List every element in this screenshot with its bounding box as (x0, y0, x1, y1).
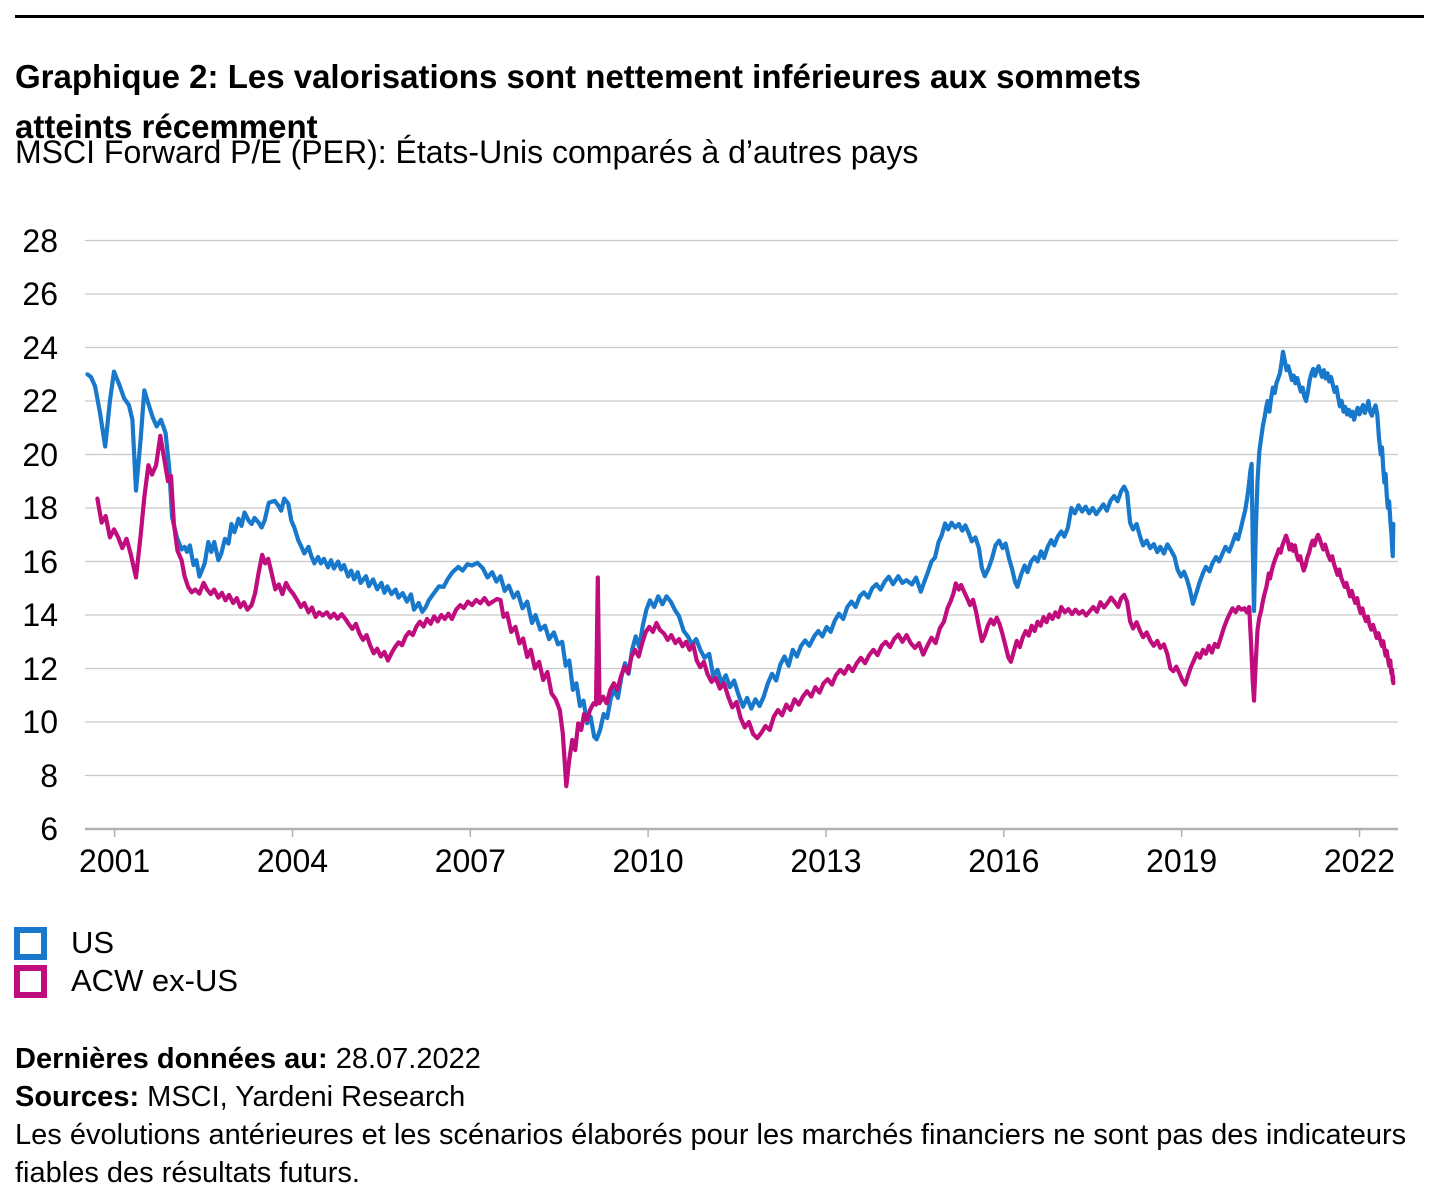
sources-label: Sources: (15, 1081, 140, 1113)
x-axis-label: 2010 (612, 843, 684, 879)
y-axis-label: 16 (22, 543, 58, 580)
x-axis-label: 2001 (79, 843, 151, 879)
y-axis-label: 6 (40, 811, 58, 847)
footnotes: Dernières données au: 28.07.2022 Sources… (15, 1040, 1425, 1192)
x-axis-label: 2004 (256, 843, 329, 879)
y-axis-label: 10 (22, 704, 58, 740)
y-axis-label: 26 (22, 276, 58, 312)
x-axis-label: 2022 (1323, 843, 1396, 879)
y-axis-label: 22 (22, 383, 58, 419)
us-series-swatch (14, 926, 47, 960)
chart-title: Graphique 2: Les valorisations sont nett… (15, 52, 1405, 152)
y-axis-label: 12 (22, 650, 58, 687)
y-axis-label: 20 (22, 436, 58, 473)
x-axis-label: 2019 (1146, 843, 1218, 879)
y-axis-label: 14 (22, 597, 58, 633)
acw-ex-us-series-label: ACW ex-US (71, 963, 239, 998)
legend: US ACW ex-US (14, 926, 238, 998)
x-axis-label: 2013 (790, 843, 862, 879)
legend-item-acw-ex-us: ACW ex-US (14, 964, 238, 998)
y-axis-label: 8 (40, 757, 58, 794)
y-axis-label: 18 (22, 490, 58, 526)
y-axis-label: 28 (22, 222, 58, 259)
x-axis-label: 2016 (968, 843, 1040, 879)
sources-value: MSCI, Yardeni Research (147, 1081, 466, 1113)
legend-item-us: US (14, 926, 238, 960)
last-data-label: Dernières données au: (15, 1043, 328, 1075)
chart-title-line2: atteints récemment (15, 108, 318, 146)
last-data-line: Dernières données au: 28.07.2022 (15, 1040, 1425, 1078)
sources-line: Sources: MSCI, Yardeni Research (15, 1078, 1425, 1116)
us-series-label: US (71, 925, 115, 960)
y-axis-label: 24 (22, 329, 58, 366)
last-data-value: 28.07.2022 (335, 1043, 481, 1075)
disclaimer-line1: Les évolutions antérieures et les scénar… (15, 1119, 1407, 1151)
x-axis-label: 2007 (434, 843, 506, 879)
acw-ex-us-series-swatch (14, 964, 47, 998)
top-rule (15, 15, 1424, 18)
disclaimer-line2: fiables des résultats futurs. (15, 1157, 360, 1189)
chart-subtitle: MSCI Forward P/E (PER): États-Unis compa… (15, 134, 919, 170)
chart-title-line1: Graphique 2: Les valorisations sont nett… (15, 58, 1141, 96)
